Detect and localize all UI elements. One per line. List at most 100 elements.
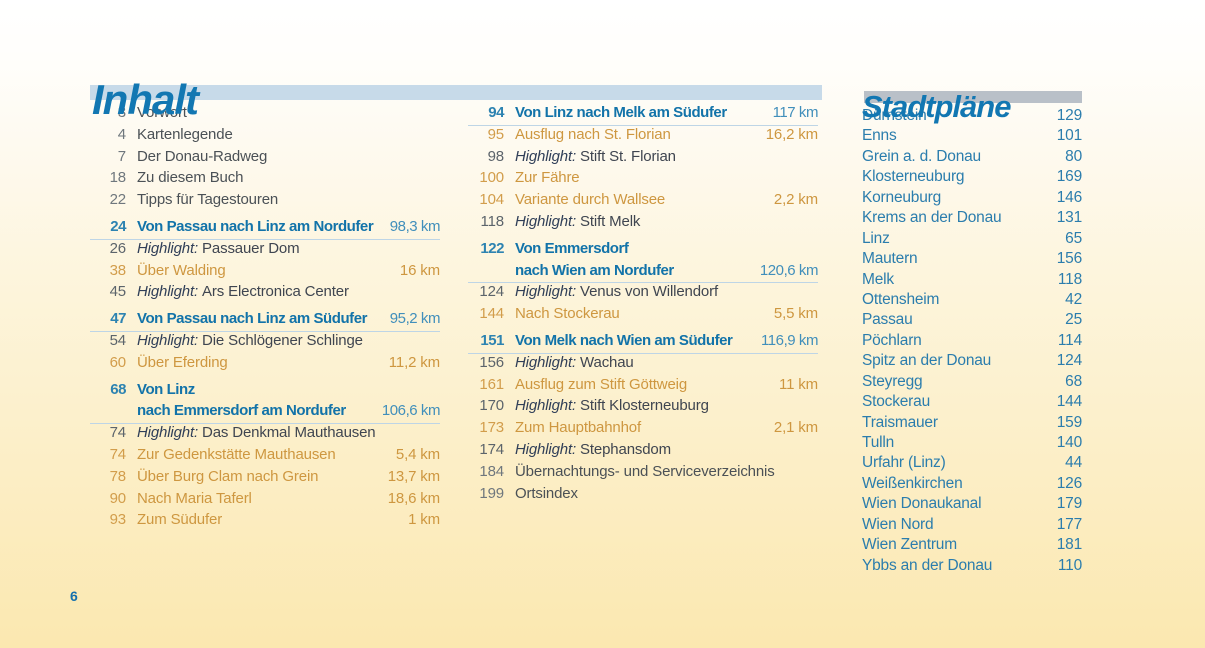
- entry-title: Vorwort: [137, 104, 440, 121]
- entry-title: Highlight: Stephansdom: [515, 441, 818, 458]
- entry-distance: 11 km: [779, 375, 818, 393]
- entry-title: Ortsindex: [515, 485, 818, 502]
- toc-entry: 93 Zum Südufer 1 km: [90, 511, 441, 533]
- city-plan-entry: Klosterneuburg 169: [862, 168, 1082, 188]
- city-name: Urfahr (Linz): [862, 454, 946, 472]
- city-page-number: 177: [1056, 515, 1082, 533]
- entry-title-text: Über Eferding: [137, 353, 228, 371]
- entry-title-text: Stift Melk: [580, 212, 641, 230]
- entry-title: Von Passau nach Linz am Südufer: [137, 310, 390, 327]
- entry-page-number: 199: [479, 484, 504, 502]
- city-plan-entry: Tulln 140: [862, 434, 1082, 454]
- entry-title-text: Über Walding: [137, 261, 226, 279]
- toc-entry: 68 Von Linz: [90, 381, 440, 403]
- entry-page-number: 174: [479, 440, 504, 458]
- city-page-number: 146: [1056, 188, 1082, 206]
- city-name: Melk: [862, 270, 894, 288]
- city-name: Stockerau: [862, 393, 930, 411]
- entry-distance: 120,6 km: [759, 261, 819, 279]
- city-page-number: 144: [1056, 393, 1082, 411]
- city-name: Grein a. d. Donau: [862, 147, 981, 165]
- city-plan-entry: Wien Nord 177: [862, 516, 1082, 536]
- entry-title-text: Stift Klosterneuburg: [580, 397, 709, 415]
- toc-entry: 60 Über Eferding 11,2 km: [90, 353, 441, 376]
- entry-title: Über Walding: [137, 262, 400, 279]
- entry-page-number: 93: [109, 511, 127, 529]
- entry-title-text: Von Melk nach Wien am Südufer: [515, 331, 733, 349]
- entry-title-text: Nach Stockerau: [515, 305, 620, 323]
- city-name: Linz: [862, 229, 890, 247]
- city-name: Korneuburg: [862, 188, 942, 206]
- entry-title-text: Zur Gedenkstätte Mauthausen: [137, 445, 336, 463]
- entry-title: Übernachtungs- und Serviceverzeichnis: [515, 463, 818, 480]
- entry-title: Zum Südufer: [137, 511, 408, 528]
- entry-title: Highlight: Stift Klosterneuburg: [515, 397, 818, 414]
- entry-title-text: Zu diesem Buch: [137, 169, 244, 187]
- toc-entry: 18 Zu diesem Buch: [90, 169, 440, 191]
- city-page-number: 124: [1056, 352, 1082, 370]
- entry-page-number: 161: [479, 375, 504, 393]
- city-name: Wien Zentrum: [862, 536, 957, 554]
- city-plan-entry: Ottensheim 42: [862, 291, 1082, 311]
- city-page-number: 25: [1065, 311, 1082, 329]
- toc-entry: 151 Von Melk nach Wien am Südufer 116,9 …: [468, 332, 818, 354]
- entry-title: Highlight: Stift Melk: [515, 213, 818, 230]
- city-page-number: 114: [1057, 331, 1082, 349]
- entry-title-text: Tipps für Tagestouren: [137, 191, 279, 209]
- entry-title: Nach Maria Taferl: [137, 490, 388, 507]
- city-name: Weißenkirchen: [862, 474, 963, 492]
- toc-entry: 22 Tipps für Tagestouren: [90, 191, 440, 213]
- highlight-label: Highlight:: [137, 239, 199, 257]
- toc-entry: 161 Ausflug zum Stift Göttweig 11 km: [468, 376, 818, 398]
- entry-page-number: 95: [487, 125, 505, 143]
- city-name: Enns: [862, 127, 897, 145]
- highlight-label: Highlight:: [137, 331, 199, 349]
- entry-title-text: nach Wien am Nordufer: [515, 261, 674, 279]
- toc-entry: 47 Von Passau nach Linz am Südufer 95,2 …: [90, 310, 440, 332]
- city-page-number: 80: [1065, 147, 1082, 165]
- entry-page-number: 60: [109, 353, 127, 371]
- entry-title-text: Von Passau nach Linz am Nordufer: [137, 217, 374, 235]
- entry-title-text: Ausflug nach St. Florian: [515, 125, 671, 143]
- entry-title-text: Zum Hauptbahnhof: [515, 419, 642, 437]
- entry-title: Zur Gedenkstätte Mauthausen: [137, 446, 396, 463]
- entry-title: Von Emmersdorf: [515, 240, 818, 257]
- city-page-number: 129: [1056, 107, 1082, 124]
- toc-entry: nach Wien am Nordufer 120,6 km: [468, 262, 818, 284]
- city-name: Pöchlarn: [862, 331, 922, 349]
- city-plans-list: Dürnstein 129 Enns 101 Grein a. d. Donau…: [862, 107, 1082, 577]
- toc-entry: 45 Highlight: Ars Electronica Center: [90, 283, 440, 305]
- entry-distance: 13,7 km: [387, 467, 440, 485]
- entry-page-number: 3: [117, 104, 126, 121]
- toc-entry: 54 Highlight: Die Schlögener Schlinge: [90, 332, 440, 354]
- entry-page-number: 173: [479, 419, 504, 437]
- city-page-number: 118: [1057, 270, 1082, 288]
- entry-page-number: 54: [109, 331, 127, 349]
- entry-distance: 2,2 km: [773, 191, 818, 209]
- highlight-label: Highlight:: [515, 147, 577, 165]
- toc-entry: 199 Ortsindex: [468, 485, 818, 507]
- entry-page-number: 7: [117, 147, 126, 165]
- city-page-number: 126: [1056, 474, 1082, 492]
- entry-page-number: 26: [109, 239, 127, 257]
- toc-entry: 78 Über Burg Clam nach Grein 13,7 km: [90, 467, 441, 490]
- inhalt-title-underline-bar: [90, 85, 822, 100]
- entry-title-text: Das Denkmal Mauthausen: [202, 424, 376, 442]
- entry-title: Nach Stockerau: [515, 305, 774, 322]
- entry-title-text: Zur Fähre: [515, 169, 580, 187]
- entry-page-number: 156: [479, 353, 504, 371]
- highlight-label: Highlight:: [515, 397, 577, 415]
- city-page-number: 181: [1056, 536, 1082, 554]
- city-page-number: 68: [1065, 372, 1082, 390]
- entry-page-number: 144: [479, 305, 504, 323]
- toc-entry: 74 Highlight: Das Denkmal Mauthausen: [90, 424, 440, 446]
- toc-entry: 3 Vorwort: [90, 104, 440, 126]
- toc-column-left: 3 Vorwort 4 Kartenlegende 7 Der Donau-Ra…: [90, 104, 440, 533]
- city-plan-entry: Steyregg 68: [862, 373, 1082, 393]
- city-name: Krems an der Donau: [862, 209, 1002, 227]
- entry-page-number: 38: [109, 261, 127, 279]
- city-plan-entry: Stockerau 144: [862, 393, 1082, 413]
- toc-entry: 184 Übernachtungs- und Serviceverzeichni…: [468, 463, 818, 485]
- entry-title: Kartenlegende: [137, 126, 440, 143]
